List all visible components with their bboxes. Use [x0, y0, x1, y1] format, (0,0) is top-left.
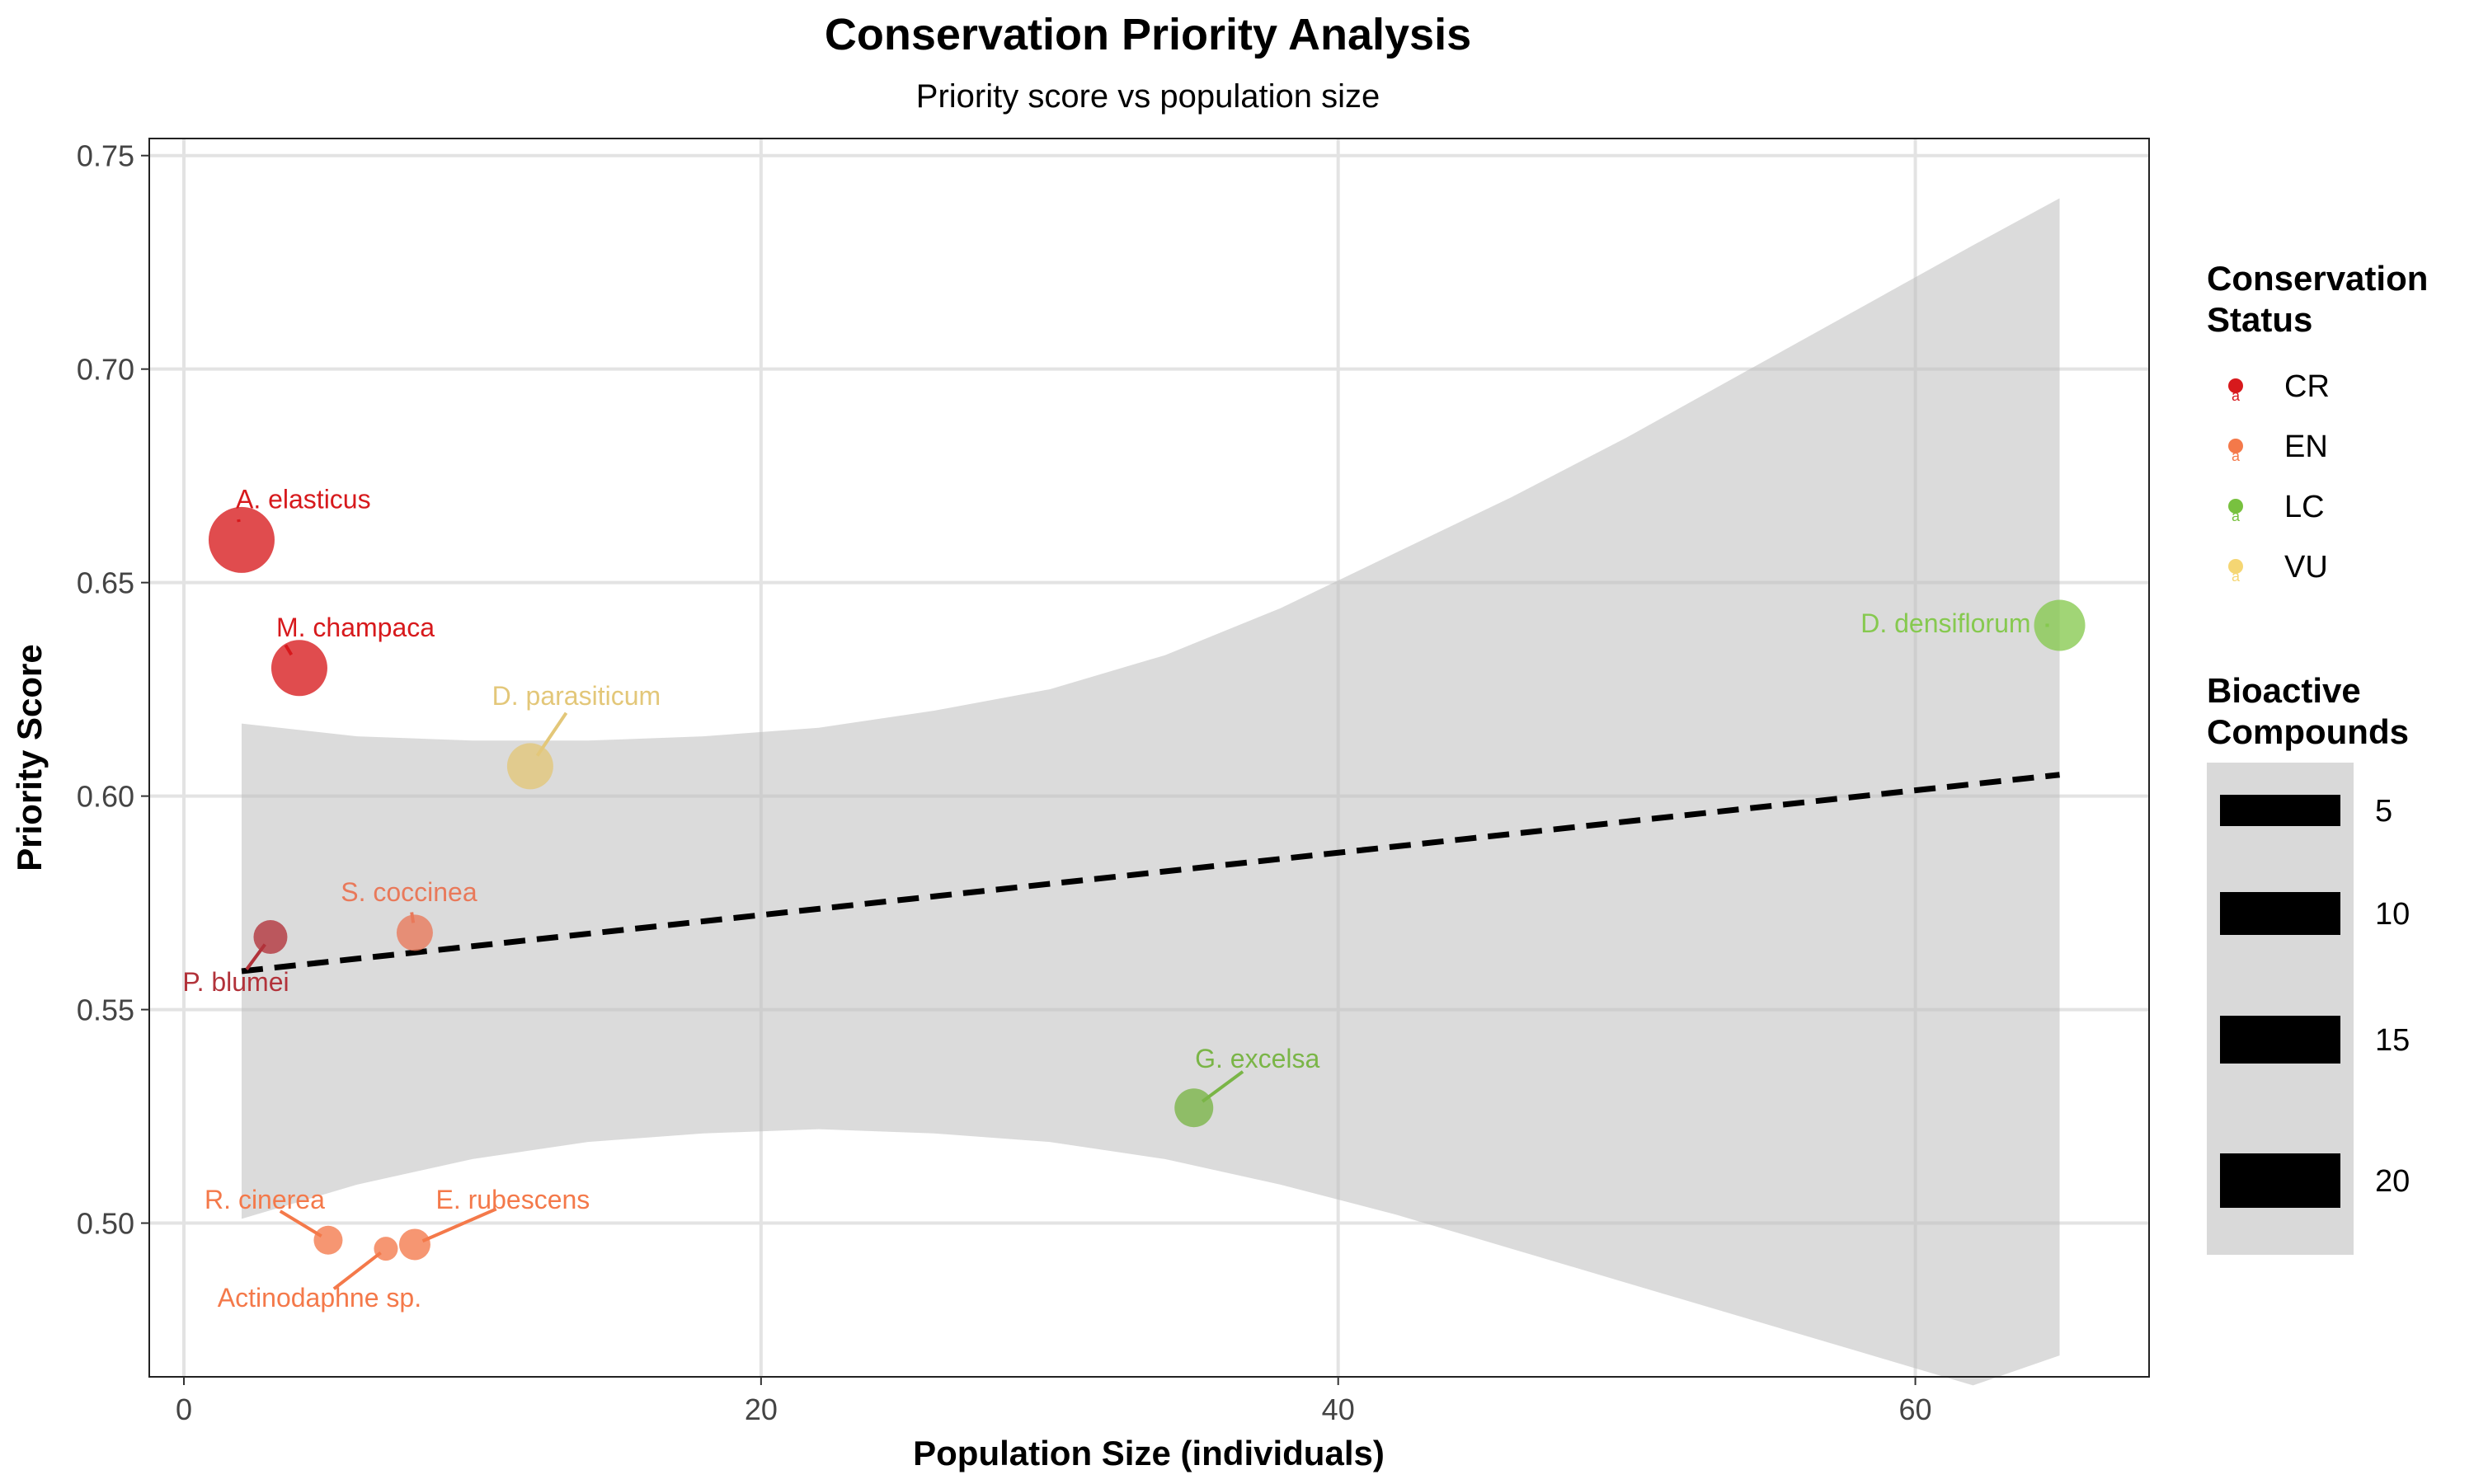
point-label: S. coccinea [341, 877, 477, 907]
point-label: E. rubescens [436, 1185, 590, 1214]
legend-key-dot [2228, 378, 2243, 393]
legend-key-glyph: a [2232, 508, 2241, 524]
data-point [506, 743, 553, 790]
label-connector [410, 912, 416, 923]
x-axis-title: Population Size (individuals) [913, 1434, 1385, 1472]
confidence-band-layer [242, 198, 2060, 1386]
label-connector [421, 1207, 497, 1243]
label-connector [1201, 1070, 1244, 1103]
point-label: A. elasticus [236, 485, 371, 514]
y-axis-title: Priority Score [10, 644, 49, 871]
point-label: M. champaca [276, 613, 435, 642]
x-tick-label: 60 [1899, 1392, 1932, 1426]
x-tick-label: 20 [745, 1392, 778, 1426]
size-legend-dot [2257, 1158, 2303, 1204]
x-tick-label: 40 [1322, 1392, 1355, 1426]
trend-line-layer [241, 772, 2060, 974]
label-connector [245, 943, 266, 970]
point-label: Actinodaphne sp. [218, 1283, 421, 1313]
point-labels-layer: A. elasticus M. champaca P. blumei D. paras… [182, 485, 2049, 1313]
legend-key-glyph: a [2232, 387, 2241, 404]
confidence-band [242, 198, 2060, 1386]
size-legend-label: 10 [2375, 897, 2410, 932]
y-tick-label: 0.70 [77, 353, 134, 387]
chart-title: Conservation Priority Analysis [825, 10, 1471, 59]
data-point [313, 1225, 343, 1255]
x-tick-label: 0 [176, 1392, 192, 1426]
point-label: D. densiflorum [1860, 608, 2030, 638]
y-tick-label: 0.75 [77, 139, 134, 173]
label-connector [284, 644, 294, 656]
legend-key-dot [2228, 559, 2243, 574]
data-point [398, 1228, 430, 1261]
data-point [208, 506, 275, 573]
legend-key-glyph: a [2232, 448, 2241, 464]
legend-title: Compounds [2207, 712, 2409, 751]
label-connector [332, 1251, 382, 1290]
legend-title: Status [2207, 300, 2312, 339]
data-point [270, 640, 327, 697]
legend-key-dot [2228, 499, 2243, 514]
legend-label: CR [2284, 369, 2330, 404]
y-tick-label: 0.65 [77, 566, 134, 600]
y-tick-label: 0.55 [77, 993, 134, 1027]
legend-title: Bioactive [2207, 671, 2361, 710]
y-tick-label: 0.60 [77, 780, 134, 814]
size-legend-label: 20 [2375, 1164, 2410, 1199]
label-connector [279, 1209, 322, 1237]
point-label: G. excelsa [1195, 1044, 1319, 1073]
size-legend-label: 15 [2375, 1023, 2410, 1058]
legend-key-dot [2228, 439, 2243, 453]
legend-label: VU [2284, 550, 2328, 585]
size-legend-dot [2262, 895, 2298, 932]
legend-label: EN [2284, 430, 2328, 464]
trend-line [241, 772, 2060, 974]
data-point [396, 914, 433, 951]
size-legend-dot [2267, 797, 2293, 824]
legend-label: LC [2284, 490, 2325, 524]
axes: 0 20 40 60 0.50 0.55 0.60 0.65 0.70 0.75 [77, 139, 1932, 1426]
point-label: D. parasiticum [492, 681, 661, 711]
data-point [253, 920, 288, 955]
size-legend-dot [2260, 1019, 2301, 1060]
chart-subtitle: Priority score vs population size [916, 78, 1380, 115]
data-point [1174, 1088, 1214, 1128]
point-label: P. blumei [182, 967, 289, 997]
size-legend-label: 5 [2375, 794, 2392, 829]
point-label: R. cinerea [205, 1185, 325, 1214]
legend-key-glyph: a [2232, 568, 2241, 585]
y-tick-label: 0.50 [77, 1207, 134, 1241]
legend-title: Conservation [2207, 259, 2428, 298]
label-connector [535, 711, 568, 757]
plot-border [148, 138, 2150, 1378]
data-point [2034, 599, 2086, 651]
points-layer [208, 506, 2086, 1261]
